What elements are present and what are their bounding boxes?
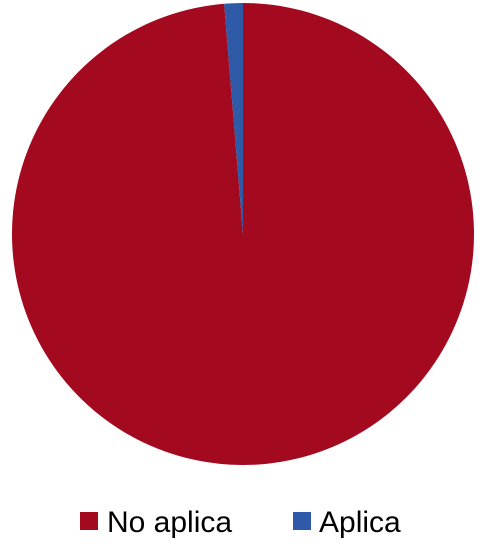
legend-swatch-aplica bbox=[293, 512, 311, 530]
legend-label-no-aplica: No aplica bbox=[107, 506, 232, 539]
legend: No aplica Aplica bbox=[80, 506, 401, 539]
legend-label-aplica: Aplica bbox=[319, 506, 401, 539]
pie-slice-aplica bbox=[224, 2, 243, 234]
legend-swatch-no-aplica bbox=[80, 512, 98, 530]
pie-slices bbox=[11, 2, 474, 465]
pie-slice-no-aplica bbox=[11, 3, 474, 465]
